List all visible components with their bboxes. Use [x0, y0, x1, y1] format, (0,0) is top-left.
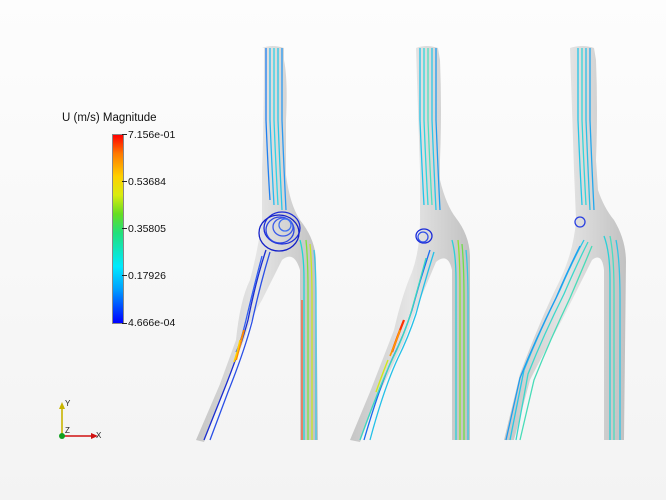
- colorbar-tick: [122, 134, 127, 135]
- colorbar-tick: [122, 181, 127, 182]
- colorbar-tick: [122, 228, 127, 229]
- vessel-1-wall: [196, 46, 318, 442]
- colorbar-label: 0.35805: [128, 223, 166, 235]
- vessel-3-streamlines: [505, 48, 621, 441]
- colorbar-label: 0.53684: [128, 176, 166, 188]
- vessel-model-2[interactable]: [350, 46, 470, 442]
- vessel-2-streamlines: [359, 48, 469, 441]
- colorbar-min-label: 4.666e-04: [128, 317, 176, 329]
- colorbar-gradient: [112, 134, 124, 324]
- vessel-2-wall: [350, 46, 470, 442]
- colorbar-max-label: 7.156e-01: [128, 129, 176, 141]
- axis-y-label: Y: [65, 399, 71, 408]
- colorbar-label: 0.17926: [128, 270, 166, 282]
- colorbar-tick: [122, 275, 127, 276]
- orientation-axes-icon: Y X Z: [50, 396, 110, 446]
- vessel-model-1[interactable]: [196, 46, 318, 442]
- axis-x-label: X: [96, 431, 102, 440]
- colorbar-title: U (m/s) Magnitude: [62, 112, 157, 124]
- vessel-model-3[interactable]: [504, 46, 626, 441]
- colorbar-tick: [122, 323, 127, 324]
- vessel-1-streamlines: [203, 48, 317, 441]
- vessel-3-wall: [504, 46, 626, 440]
- axis-z-label: Z: [65, 426, 70, 435]
